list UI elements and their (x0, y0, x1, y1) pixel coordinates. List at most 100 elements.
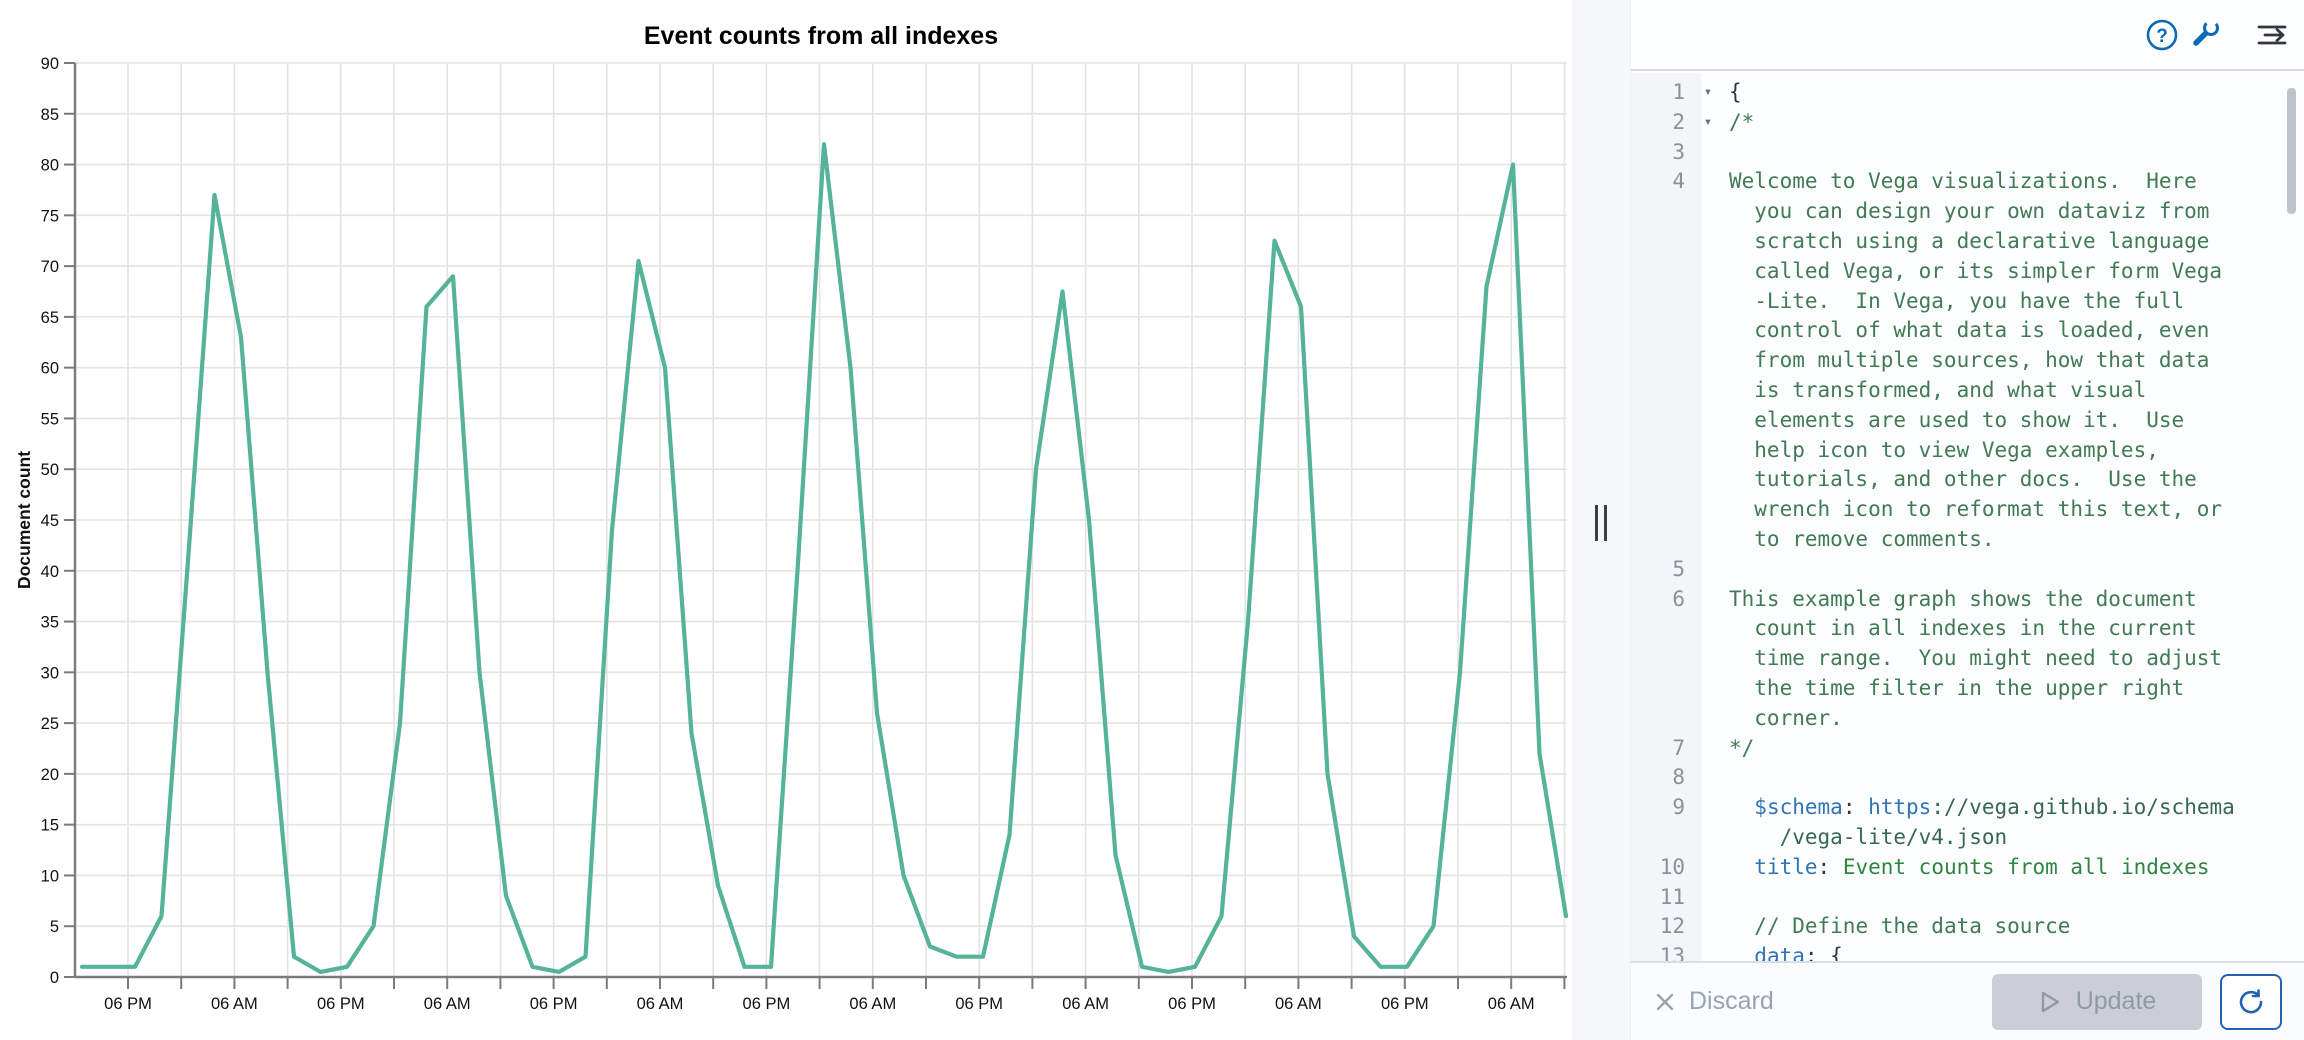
code-row[interactable]: called Vega, or its simpler form Vega (1631, 257, 2304, 287)
svg-text:06 PM: 06 PM (530, 995, 578, 1013)
code-row[interactable]: corner. (1631, 704, 2304, 734)
fold-gutter (1695, 704, 1721, 734)
code-text (1721, 555, 2304, 585)
code-row[interactable]: scratch using a declarative language (1631, 227, 2304, 257)
code-text: to remove comments. (1729, 526, 1995, 551)
code-row[interactable]: help icon to view Vega examples, (1631, 436, 2304, 466)
code-row[interactable]: 12 // Define the data source (1631, 912, 2304, 942)
code-row[interactable]: 4 Welcome to Vega visualizations. Here (1631, 167, 2304, 197)
code-row[interactable]: the time filter in the upper right (1631, 674, 2304, 704)
svg-text:06 AM: 06 AM (849, 995, 896, 1013)
svg-text:06 PM: 06 PM (104, 995, 152, 1013)
fold-gutter (1695, 287, 1721, 317)
refresh-icon (2239, 988, 2263, 1013)
code-row[interactable]: time range. You might need to adjust (1631, 644, 2304, 674)
code-row[interactable]: 7 */ (1631, 734, 2304, 764)
fold-gutter (1695, 942, 1721, 961)
resizer-grip-icon[interactable] (1595, 505, 1607, 541)
svg-text:06 PM: 06 PM (955, 995, 1003, 1013)
fold-gutter (1695, 257, 1721, 287)
code-row[interactable]: tutorials, and other docs. Use the (1631, 465, 2304, 495)
fold-gutter (1695, 585, 1721, 615)
panel-menu-button[interactable] (2250, 13, 2294, 57)
code-row[interactable]: 11 (1631, 883, 2304, 913)
line-number: 3 (1672, 139, 1685, 164)
code-row[interactable]: you can design your own dataviz from (1631, 197, 2304, 227)
code-row[interactable]: -Lite. In Vega, you have the full (1631, 287, 2304, 317)
fold-gutter (1695, 793, 1721, 823)
line-number (1631, 346, 1695, 376)
code-text (1721, 883, 2304, 913)
svg-text:0: 0 (50, 969, 59, 987)
align-right-arrow-icon (2257, 25, 2287, 44)
line-number: 1 (1672, 80, 1685, 104)
line-number (1631, 197, 1695, 227)
fold-arrow-icon[interactable]: ▾ (1703, 113, 1713, 130)
line-number: 10 (1659, 854, 1685, 879)
code-row[interactable]: 6 This example graph shows the document (1631, 585, 2304, 615)
update-button[interactable]: Update (1992, 973, 2202, 1030)
reformat-button[interactable] (2184, 13, 2228, 57)
play-icon (2041, 991, 2059, 1012)
svg-text:55: 55 (41, 410, 59, 428)
fold-arrow-icon[interactable]: ▾ (1703, 84, 1713, 100)
code-row[interactable]: 5 (1631, 555, 2304, 585)
code-row[interactable]: from multiple sources, how that data (1631, 346, 2304, 376)
svg-text:25: 25 (41, 715, 59, 733)
line-number (1631, 674, 1695, 704)
panel-resizer[interactable] (1572, 0, 1630, 1040)
editor-toolbar: ? (1631, 0, 2304, 71)
svg-text:30: 30 (41, 664, 59, 682)
code-text: corner. (1729, 705, 1843, 730)
code-row[interactable]: 8 (1631, 763, 2304, 793)
fold-gutter (1695, 346, 1721, 376)
code-text (1721, 138, 2304, 168)
code-row[interactable]: to remove comments. (1631, 525, 2304, 555)
svg-text:06 AM: 06 AM (1488, 995, 1535, 1013)
code-text (1721, 763, 2304, 793)
code-content[interactable]: 1 ▾ {2 ▾ /* 3 4 Welcome to Vega visualizations.… (1631, 78, 2304, 961)
code-editor[interactable]: 1 ▾ {2 ▾ /* 3 4 Welcome to Vega visualizations.… (1631, 73, 2304, 961)
code-row[interactable]: 9 $schema: https://vega.github.io/schema (1631, 793, 2304, 823)
line-number: 7 (1672, 735, 1685, 760)
code-text: -Lite. In Vega, you have the full (1729, 288, 2185, 313)
code-text: data: { (1754, 944, 1843, 961)
fold-gutter (1695, 495, 1721, 525)
line-number-gutter (1631, 73, 1701, 961)
close-icon (1656, 993, 1674, 1010)
code-text: elements are used to show it. Use (1729, 407, 2185, 432)
svg-text:45: 45 (41, 512, 59, 530)
code-row[interactable]: 2 ▾ /* (1631, 108, 2304, 138)
svg-text:06 AM: 06 AM (637, 995, 684, 1013)
fold-gutter (1695, 167, 1721, 197)
line-number (1631, 614, 1695, 644)
code-row[interactable]: control of what data is loaded, even (1631, 316, 2304, 346)
code-text: This example graph shows the document (1729, 586, 2197, 611)
code-row[interactable]: 1 ▾ { (1631, 78, 2304, 108)
code-row[interactable]: 3 (1631, 138, 2304, 168)
svg-text:10: 10 (41, 867, 59, 885)
svg-text:85: 85 (41, 106, 59, 124)
code-row[interactable]: 10 title: Event counts from all indexes (1631, 853, 2304, 883)
auto-refresh-button[interactable] (2220, 973, 2282, 1030)
line-number (1631, 436, 1695, 466)
help-button[interactable]: ? (2140, 13, 2184, 57)
fold-gutter (1695, 436, 1721, 466)
code-text: // Define the data source (1754, 914, 2071, 939)
line-number: 11 (1659, 884, 1685, 909)
code-row[interactable]: elements are used to show it. Use (1631, 406, 2304, 436)
svg-text:75: 75 (41, 207, 59, 225)
discard-label: Discard (1689, 987, 1774, 1015)
code-row[interactable]: 13 data: { (1631, 942, 2304, 961)
code-row[interactable]: is transformed, and what visual (1631, 376, 2304, 406)
code-text: count in all indexes in the current (1729, 616, 2197, 641)
code-row[interactable]: /vega-lite/v4.json (1631, 823, 2304, 853)
fold-gutter (1695, 674, 1721, 704)
code-row[interactable]: wrench icon to reformat this text, or (1631, 495, 2304, 525)
line-number: 4 (1672, 169, 1685, 194)
code-text: time range. You might need to adjust (1729, 646, 2223, 671)
editor-scrollbar[interactable] (2287, 88, 2296, 214)
discard-button[interactable]: Discard (1653, 987, 1774, 1016)
code-row[interactable]: count in all indexes in the current (1631, 614, 2304, 644)
